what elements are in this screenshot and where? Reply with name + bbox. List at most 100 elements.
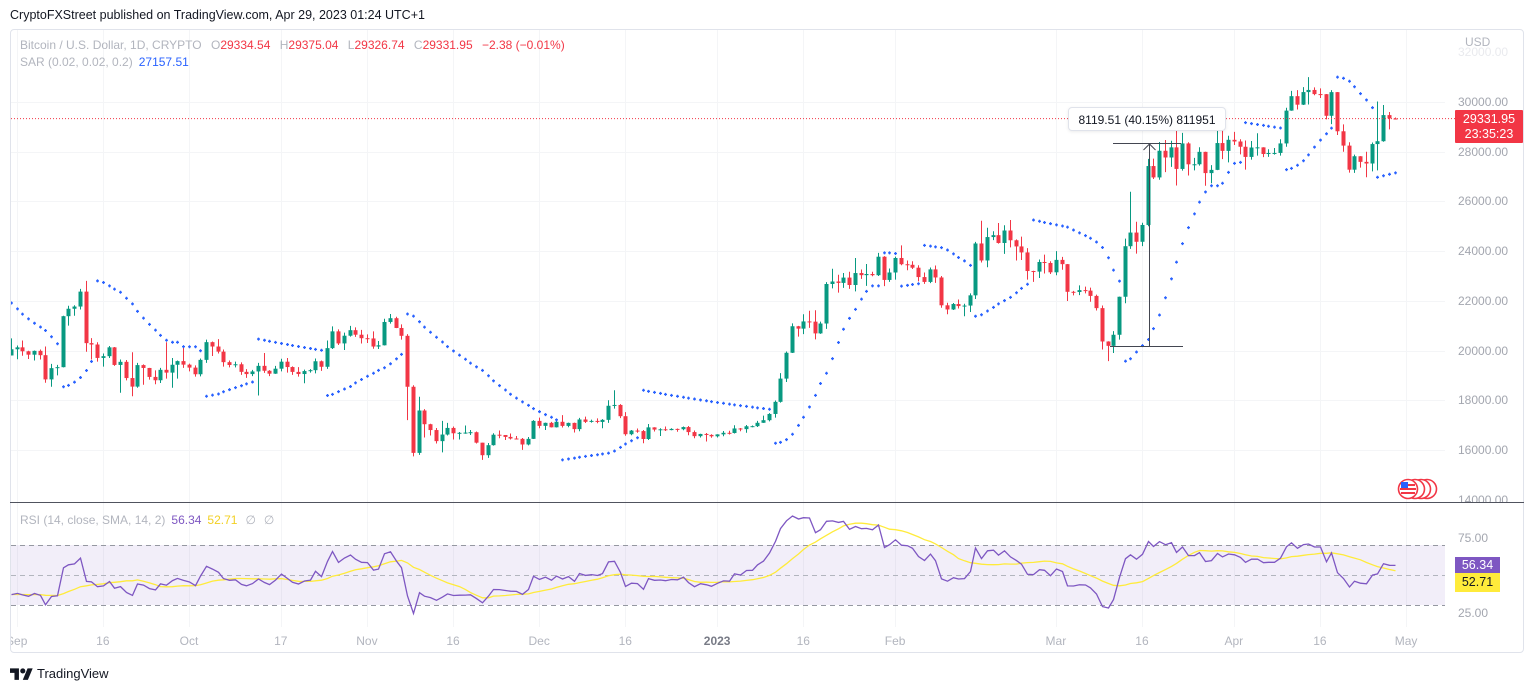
candle-body [124, 361, 129, 379]
candle [1083, 286, 1088, 294]
sar-point [745, 404, 748, 408]
candle-body [1169, 147, 1174, 158]
candle-body [187, 364, 192, 368]
candle-body [84, 291, 89, 344]
candle-body [1083, 290, 1088, 292]
high-label: H [279, 38, 289, 52]
rsi-series[interactable] [11, 515, 1396, 616]
sar-label[interactable]: SAR (0.02, 0.02, 0.2) [20, 55, 133, 69]
sar-point [624, 442, 627, 446]
sar-point [412, 314, 415, 318]
chart-frame[interactable] [10, 29, 1524, 653]
rsi-label[interactable]: RSI (14, close, SMA, 14, 2) [20, 513, 166, 527]
sar-point [1353, 85, 1356, 89]
sar-point [274, 340, 277, 344]
candle [1031, 270, 1036, 282]
time-axis-label: 16 [618, 634, 632, 648]
candle-body [262, 365, 267, 371]
sar-point [1135, 350, 1138, 354]
candle [399, 324, 404, 340]
candle-body [767, 413, 772, 421]
candle-body [89, 343, 94, 345]
candle-body [1284, 110, 1289, 144]
sar-legend[interactable]: SAR (0.02, 0.02, 0.2) 27157.51 [20, 55, 189, 69]
rsi-sma-line [11, 522, 1396, 599]
sar-point [590, 454, 593, 458]
sar-point [705, 399, 708, 403]
candle [1002, 225, 1007, 254]
candle-body [583, 419, 588, 422]
price-axis[interactable]: 32000.00 30000.00 28000.00 26000.00 24000.00… [1446, 30, 1524, 502]
sar-point [1072, 228, 1075, 232]
candle [652, 427, 657, 432]
candle-body [778, 378, 783, 402]
parabolic-sar-series[interactable] [10, 75, 1397, 462]
candle [239, 362, 244, 375]
sar-point [751, 405, 754, 409]
us-flag-event-icon[interactable] [1397, 478, 1438, 500]
candle-body [566, 422, 571, 426]
rsi-axis[interactable]: 75.00 25.00 56.34 52.71 [1446, 503, 1524, 627]
candle-body [1381, 115, 1386, 142]
measure-tool-label[interactable]: 8119.51 (40.15%) 811951 [1068, 107, 1226, 131]
price-axis-label: 18000.00 [1458, 393, 1509, 408]
candle-body [1128, 232, 1133, 247]
price-axis-label: 16000.00 [1458, 442, 1509, 457]
candle [204, 339, 209, 363]
candle-body [181, 361, 186, 365]
candle-body [336, 331, 341, 344]
symbol-title[interactable]: Bitcoin / U.S. Dollar, 1D, CRYPTO [20, 38, 202, 52]
sar-point [957, 256, 960, 260]
footer-brand[interactable]: TradingView [10, 664, 109, 682]
candle [945, 302, 950, 315]
candle-body [1306, 89, 1311, 93]
candle-body [1312, 89, 1317, 95]
sar-point [630, 439, 633, 443]
candle-body [543, 422, 548, 426]
sar-point [423, 325, 426, 329]
sar-point [1038, 219, 1041, 223]
candle-body [1364, 161, 1369, 164]
candle [692, 430, 697, 439]
ohlc-open: O29334.54 [211, 38, 270, 52]
sar-point [923, 243, 926, 247]
time-axis-label: 16 [1135, 634, 1149, 648]
sar-point [906, 283, 909, 287]
candle [882, 256, 887, 287]
candle [394, 316, 399, 329]
sar-point [79, 376, 82, 380]
sar-point [1394, 171, 1397, 175]
currency-label[interactable]: USD [1465, 35, 1491, 49]
sar-point [802, 415, 805, 419]
candle-body [1019, 246, 1024, 253]
candle-body [922, 277, 927, 282]
candle [1008, 220, 1013, 248]
rsi-legend[interactable]: RSI (14, close, SMA, 14, 2) 56.34 52.71 ∅ ∅ [20, 513, 274, 527]
sar-point [814, 393, 817, 397]
candle [916, 265, 921, 282]
sar-point [504, 388, 507, 392]
sar-point [217, 392, 220, 396]
candle-body [1192, 164, 1197, 166]
price-range-measure-tool[interactable] [1110, 143, 1183, 347]
time-axis-label: 16 [446, 634, 460, 648]
candle [101, 353, 106, 367]
sar-point [1112, 268, 1115, 272]
candle-body [847, 277, 852, 285]
sar-point [521, 400, 524, 404]
sar-point [1158, 313, 1161, 317]
sar-point [527, 403, 530, 407]
candle-body [721, 432, 726, 435]
time-axis[interactable]: Sep 16 Oct 17 Nov 16 Dec 16 2023 16 Feb Mar 16 Apr 16 M… [11, 632, 1523, 650]
candle-body [549, 422, 554, 428]
sar-point [538, 410, 541, 414]
sar-point [148, 322, 151, 326]
symbol-legend[interactable]: Bitcoin / U.S. Dollar, 1D, CRYPTO O29334… [20, 38, 565, 52]
candle-body [727, 432, 732, 434]
candle [141, 364, 146, 385]
candle [1065, 264, 1070, 302]
time-axis-label: Feb [884, 634, 906, 648]
candle-body [635, 430, 640, 432]
candlestick-series[interactable] [10, 77, 1398, 460]
